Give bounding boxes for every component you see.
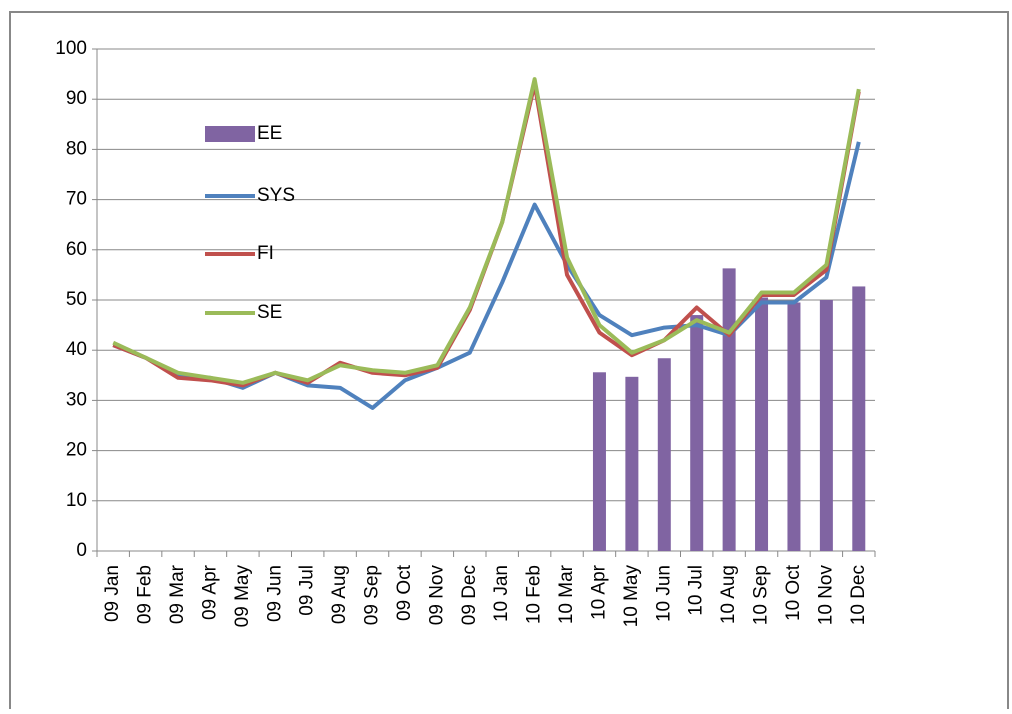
bar xyxy=(657,358,671,551)
x-tick-label: 09 Apr xyxy=(199,564,220,620)
chart-frame xyxy=(9,11,1009,713)
x-tick-label: 09 Jul xyxy=(297,565,318,616)
bar xyxy=(625,376,639,551)
x-tick-label: 10 Jan xyxy=(491,565,512,622)
legend-label: SE xyxy=(257,302,282,323)
y-tick-label: 70 xyxy=(66,189,87,210)
x-tick-label: 10 Jul xyxy=(686,565,707,616)
bar xyxy=(690,315,704,551)
y-tick-label: 100 xyxy=(55,38,87,59)
x-tick-label: 10 Sep xyxy=(751,565,772,625)
x-tick-label: 09 Sep xyxy=(362,565,383,625)
x-tick-label: 10 Aug xyxy=(718,565,739,624)
legend-label: SYS xyxy=(257,185,295,206)
y-tick-label: 20 xyxy=(66,440,87,461)
y-tick-label: 80 xyxy=(66,138,87,159)
x-tick-label: 09 Jan xyxy=(102,565,123,622)
x-tick-label: 09 Dec xyxy=(459,565,480,625)
bar xyxy=(722,268,736,551)
y-tick-label: 30 xyxy=(66,389,87,410)
bar xyxy=(592,372,606,551)
y-tick-label: 90 xyxy=(66,88,87,109)
x-tick-label: 09 Nov xyxy=(426,565,447,626)
x-tick-label: 10 Jun xyxy=(653,565,674,622)
x-tick-label: 10 Apr xyxy=(588,564,609,620)
y-tick-label: 50 xyxy=(66,289,87,310)
y-tick-label: 60 xyxy=(66,239,87,260)
x-tick-label: 10 Oct xyxy=(783,564,804,621)
x-tick-label: 09 Aug xyxy=(329,565,350,624)
bar xyxy=(852,286,866,551)
x-tick-label: 10 Feb xyxy=(524,565,545,624)
x-tick-label: 09 Feb xyxy=(135,565,156,624)
x-tick-label: 09 Jun xyxy=(264,565,285,622)
legend-label: EE xyxy=(257,123,282,144)
x-tick-label: 10 May xyxy=(621,565,642,628)
y-tick-label: 0 xyxy=(76,540,87,561)
x-tick-label: 09 Mar xyxy=(167,564,188,624)
x-tick-label: 09 May xyxy=(232,565,253,628)
y-tick-label: 10 xyxy=(66,490,87,511)
x-tick-label: 09 Oct xyxy=(394,564,415,621)
legend-swatch xyxy=(205,126,255,142)
bar xyxy=(787,302,801,551)
x-tick-label: 10 Nov xyxy=(815,565,836,626)
line xyxy=(112,77,861,385)
bar xyxy=(755,297,769,551)
legend-label: FI xyxy=(257,243,274,264)
y-tick-label: 40 xyxy=(66,339,87,360)
x-tick-label: 10 Dec xyxy=(848,565,869,625)
bar xyxy=(819,300,833,551)
x-tick-label: 10 Mar xyxy=(556,564,577,624)
